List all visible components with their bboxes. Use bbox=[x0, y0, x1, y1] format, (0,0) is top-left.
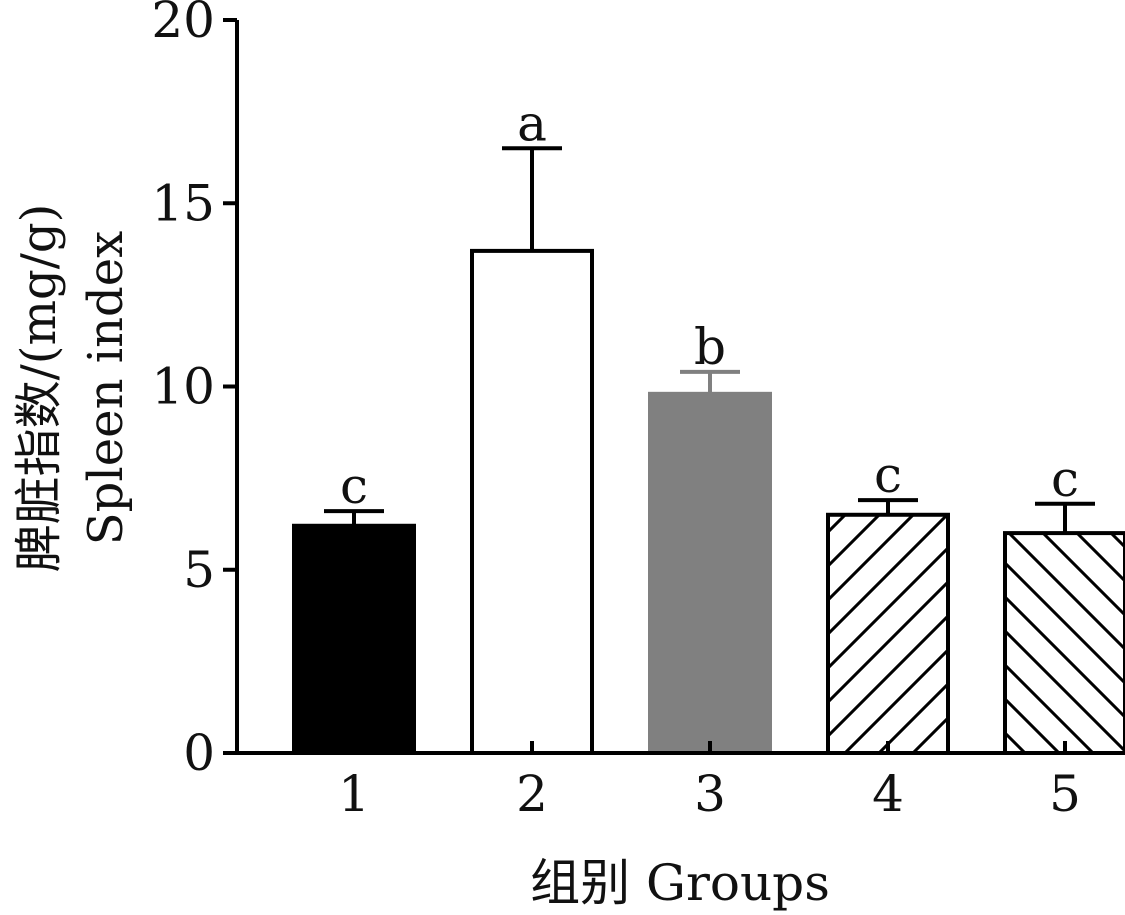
significance-letters-layer: c a b c c bbox=[340, 94, 1079, 515]
significance-label-2: a bbox=[517, 94, 547, 152]
bar-group-3 bbox=[648, 391, 772, 755]
y-ticks-layer: 0 5 10 15 20 bbox=[151, 0, 237, 782]
x-ticks-layer: 1 2 3 4 5 bbox=[338, 741, 1081, 823]
y-tick-label: 10 bbox=[151, 358, 215, 416]
error-bars-layer bbox=[324, 146, 1095, 534]
x-tick-label: 1 bbox=[338, 765, 370, 823]
significance-label-4: c bbox=[874, 446, 902, 504]
y-tick-label: 20 bbox=[151, 0, 215, 49]
x-axis-title: 组别 Groups bbox=[530, 854, 830, 912]
bar-group-1 bbox=[292, 523, 416, 756]
significance-label-3: b bbox=[694, 318, 726, 376]
y-axis-title-line1: 脾脏指数/(mg/g) bbox=[11, 204, 67, 573]
x-tick-label: 5 bbox=[1049, 765, 1081, 823]
y-axis-title-line2: Spleen index bbox=[78, 231, 134, 545]
significance-label-5: c bbox=[1051, 450, 1079, 508]
significance-label-1: c bbox=[340, 457, 368, 515]
x-tick-label: 2 bbox=[516, 765, 548, 823]
x-tick-label: 4 bbox=[872, 765, 904, 823]
y-tick-label: 5 bbox=[183, 541, 215, 599]
x-tick-label: 3 bbox=[694, 765, 726, 823]
y-tick-label: 15 bbox=[151, 174, 215, 232]
y-tick-label: 0 bbox=[183, 724, 215, 782]
bar-group-2 bbox=[470, 248, 594, 756]
bar-group-5 bbox=[1003, 531, 1125, 755]
bar-group-4 bbox=[826, 512, 950, 756]
